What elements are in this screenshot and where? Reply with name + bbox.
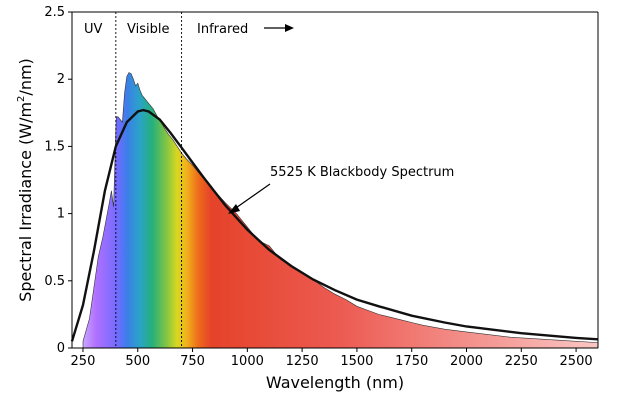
region-boundaries xyxy=(115,12,183,348)
x-tick-label: 2250 xyxy=(505,354,538,369)
blackbody-annotation: 5525 K Blackbody Spectrum xyxy=(270,165,454,180)
x-tick-label: 500 xyxy=(125,354,150,369)
annotation-arrow-icon xyxy=(228,183,271,214)
y-axis-title-sup: 2 xyxy=(16,96,27,102)
y-tick-label: 1.5 xyxy=(44,139,65,154)
y-tick-label: 1 xyxy=(57,207,65,222)
region-label-uv: UV xyxy=(84,22,103,37)
y-axis-title: Spectral Irradiance (W/m2/nm) xyxy=(16,58,35,302)
x-tick-label: 1250 xyxy=(286,354,319,369)
x-tick-label: 2500 xyxy=(560,354,593,369)
y-axis-title-tail: /nm) xyxy=(16,58,35,95)
x-tick-label: 250 xyxy=(71,354,96,369)
region-label-infrared: Infrared xyxy=(197,22,248,37)
x-tick-label: 750 xyxy=(180,354,205,369)
x-tick-label: 1500 xyxy=(340,354,373,369)
x-tick-label: 1000 xyxy=(231,354,264,369)
y-tick-label: 2.5 xyxy=(44,5,65,20)
blackbody-curve xyxy=(70,108,599,342)
y-tick-label: 0.5 xyxy=(44,274,65,289)
axes xyxy=(71,11,599,349)
y-tick-label: 0 xyxy=(57,341,65,356)
x-tick-label: 2000 xyxy=(450,354,483,369)
region-label-visible: Visible xyxy=(127,22,169,37)
x-tick-label: 1750 xyxy=(395,354,428,369)
y-axis-title-main: Spectral Irradiance (W/m xyxy=(16,102,35,302)
y-tick-label: 2 xyxy=(57,72,65,87)
x-ticks: 250 500 750 1000 1250 1500 1750 2000 2250 2500 xyxy=(71,348,593,369)
x-axis-title: Wavelength (nm) xyxy=(266,373,404,392)
infrared-arrow-icon xyxy=(264,24,294,32)
solar-spectrum-area xyxy=(82,72,599,349)
y-ticks: 0 0.5 1 1.5 2 2.5 xyxy=(44,5,72,356)
